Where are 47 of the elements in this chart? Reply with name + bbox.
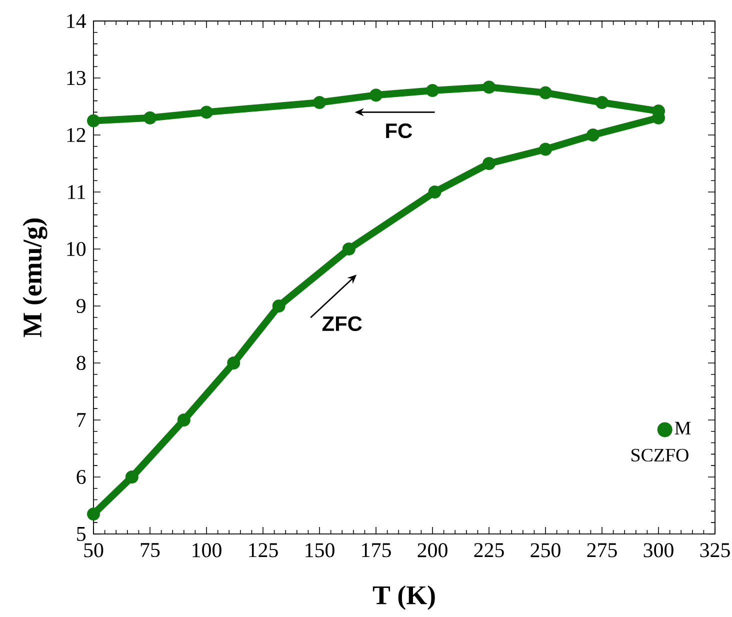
y-tick-label: 12 <box>67 128 86 142</box>
annotation: FC <box>386 123 412 138</box>
x-tick-label: 50 <box>84 543 104 558</box>
y-tick-label: 5 <box>77 527 86 541</box>
point <box>313 96 326 109</box>
point <box>177 413 190 426</box>
y-tick-label: 10 <box>67 242 86 256</box>
y-tick-label: 9 <box>76 298 86 314</box>
point <box>272 299 286 312</box>
point <box>227 356 240 370</box>
point <box>426 84 440 98</box>
point <box>144 111 157 124</box>
y-axis-title: M (emu/g) <box>22 218 48 338</box>
x-tick-label: 275 <box>587 543 617 558</box>
point <box>482 156 496 170</box>
x-tick-label: 250 <box>530 543 560 558</box>
x-tick-label: 200 <box>418 543 448 558</box>
x-tick-label: 300 <box>644 543 674 558</box>
y-tick-label: 8 <box>76 356 86 370</box>
legend-label: M <box>674 422 691 434</box>
y-tick-label: 11 <box>68 185 86 199</box>
x-tick-label: 125 <box>249 543 278 558</box>
y-tick-label: 14 <box>67 14 86 28</box>
point <box>200 106 214 119</box>
point <box>370 88 383 102</box>
x-tick-label: 325 <box>700 543 730 558</box>
y-tick-label: 6 <box>76 470 86 484</box>
annotation: ZFC <box>322 316 362 332</box>
annotation: SCZFO <box>632 448 688 462</box>
point <box>342 242 356 256</box>
x-tick-label: 150 <box>306 543 334 558</box>
x-tick-label: 225 <box>474 543 504 558</box>
point <box>125 470 138 484</box>
point <box>482 80 496 94</box>
point <box>87 508 100 521</box>
point <box>87 114 100 128</box>
y-tick-label: 13 <box>67 70 86 86</box>
x-axis-title: T (K) <box>372 585 435 610</box>
x-tick-label: 75 <box>140 543 160 558</box>
point <box>539 86 552 100</box>
point <box>539 142 552 156</box>
point <box>586 128 600 142</box>
y-tick-label: 7 <box>77 413 86 427</box>
point <box>428 185 442 198</box>
point <box>596 96 609 109</box>
x-tick-label: 100 <box>192 543 222 558</box>
x-tick-label: 175 <box>362 543 391 558</box>
